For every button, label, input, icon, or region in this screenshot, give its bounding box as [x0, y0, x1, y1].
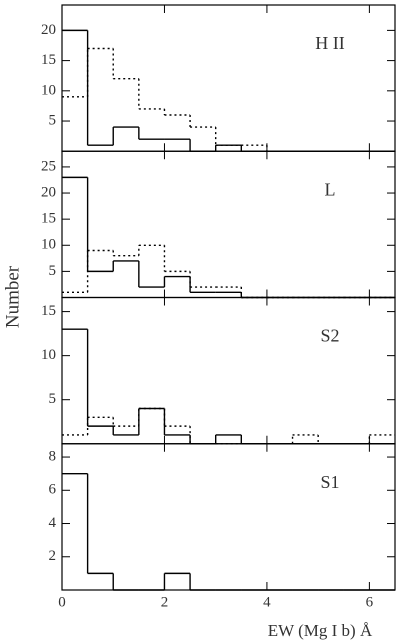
y-tick-label: 10	[41, 237, 56, 253]
panel-frame	[61, 150, 396, 299]
y-tick-label: 4	[49, 515, 57, 531]
panel-frame	[61, 296, 396, 445]
y-axis-label: Number	[2, 265, 23, 328]
y-tick-label: 20	[41, 184, 56, 200]
panel-frame	[61, 443, 396, 591]
y-tick-label: 5	[49, 112, 57, 128]
y-tick-label: 5	[49, 263, 57, 279]
y-tick-label: 25	[41, 158, 56, 174]
y-tick-label: 10	[41, 82, 56, 98]
y-tick-label: 5	[49, 391, 57, 407]
y-tick-label: 8	[49, 448, 57, 464]
x-tick-label: 0	[58, 594, 66, 610]
x-tick-label: 2	[161, 594, 169, 610]
y-tick-label: 10	[41, 347, 56, 363]
panel-title: S2	[320, 326, 339, 346]
y-tick-label: 6	[49, 482, 57, 498]
x-tick-label: 4	[263, 594, 271, 610]
panel-title: H II	[315, 33, 345, 53]
x-tick-label: 6	[366, 594, 374, 610]
y-tick-label: 2	[49, 548, 57, 564]
y-tick-label: 15	[41, 303, 56, 319]
panel-frame	[61, 4, 396, 152]
y-tick-label: 15	[41, 52, 56, 68]
y-tick-label: 15	[41, 211, 56, 227]
panel-title: S1	[320, 472, 339, 492]
panel-title: L	[325, 179, 336, 199]
x-axis-label: EW (Mg I b) Å	[268, 621, 373, 640]
y-tick-label: 20	[41, 22, 56, 38]
